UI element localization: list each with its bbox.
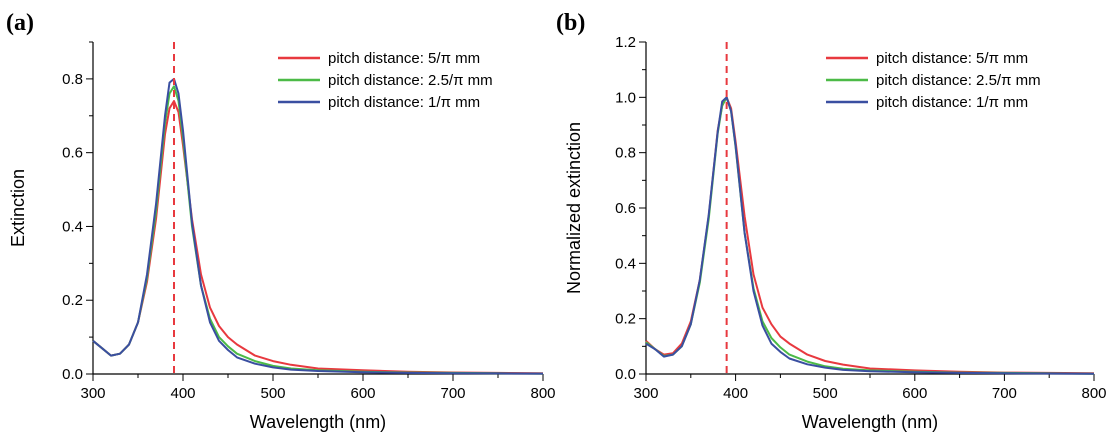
- y-tick-label: 0.0: [615, 366, 636, 383]
- chart-panel-2: (b) 300 400 500 600 700 800 0.0 0.2 0.4 0.6 0.8 1.0 1…: [556, 10, 1107, 432]
- x-tick-label: 800: [1081, 385, 1106, 402]
- x-tick-label: 800: [530, 385, 555, 402]
- legend-entry: pitch distance: 5/π mm: [876, 50, 1028, 67]
- x-tick-label: 700: [992, 385, 1017, 402]
- x-tick-label: 400: [723, 385, 748, 402]
- legend-entry: pitch distance: 2.5/π mm: [328, 72, 493, 89]
- y-axis-label: Normalized extinction: [564, 122, 584, 294]
- x-tick-label: 600: [350, 385, 375, 402]
- legend-entry: pitch distance: 2.5/π mm: [876, 72, 1041, 89]
- x-tick-label: 600: [902, 385, 927, 402]
- series-line-3: [645, 96, 1095, 375]
- y-tick-label: 0.6: [615, 200, 636, 217]
- x-axis-label: Wavelength (nm): [802, 412, 938, 432]
- x-tick-label: 300: [633, 385, 658, 402]
- y-tick-label: 0.2: [62, 292, 83, 309]
- x-tick-label: 500: [813, 385, 838, 402]
- y-tick-label: 0.4: [615, 255, 636, 272]
- y-tick-label: 0.2: [615, 311, 636, 328]
- y-tick-label: 0.8: [62, 71, 83, 88]
- x-axis-label: Wavelength (nm): [250, 412, 386, 432]
- y-axis-label: Extinction: [8, 169, 28, 247]
- x-tick-label: 500: [260, 385, 285, 402]
- series-line-1: [645, 96, 1095, 375]
- series-line-1: [92, 100, 544, 375]
- legend-entry: pitch distance: 1/π mm: [328, 94, 480, 111]
- panel-label: (a): [6, 10, 34, 36]
- series-line-2: [645, 96, 1095, 375]
- y-tick-label: 1.0: [615, 89, 636, 106]
- y-tick-label: 1.2: [615, 34, 636, 51]
- y-tick-label: 0.0: [62, 366, 83, 383]
- x-tick-label: 700: [440, 385, 465, 402]
- y-tick-label: 0.6: [62, 145, 83, 162]
- series-line-2: [92, 85, 544, 375]
- series-line-3: [92, 77, 544, 375]
- x-tick-label: 400: [170, 385, 195, 402]
- chart-panel-1: (a) 300 400 500 600 700 800 0.0 0.2 0.4 0.6 0.8 Wave…: [6, 10, 556, 432]
- y-tick-label: 0.4: [62, 218, 83, 235]
- x-tick-label: 300: [80, 385, 105, 402]
- legend-entry: pitch distance: 1/π mm: [876, 94, 1028, 111]
- panel-label: (b): [556, 10, 585, 36]
- legend-entry: pitch distance: 5/π mm: [328, 50, 480, 67]
- y-tick-label: 0.8: [615, 145, 636, 162]
